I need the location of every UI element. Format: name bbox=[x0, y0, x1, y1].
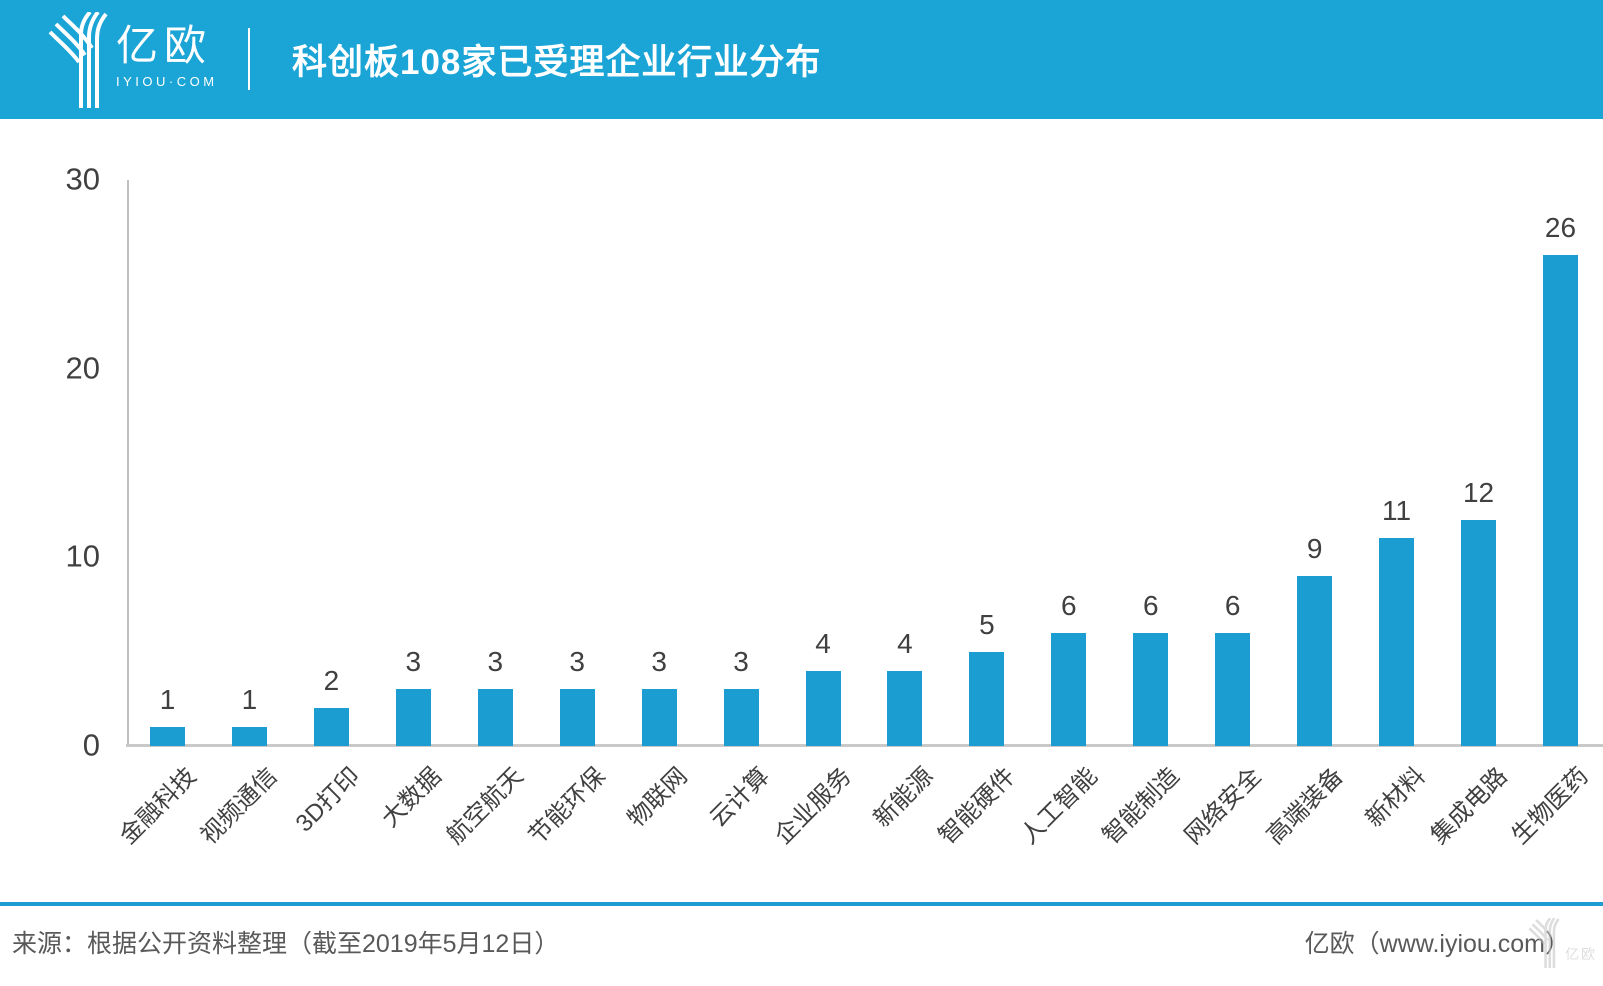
bar-新能源 bbox=[887, 671, 923, 746]
page-title: 科创板108家已受理企业行业分布 bbox=[292, 43, 822, 82]
x-tick-label: 大数据 bbox=[377, 762, 448, 833]
x-tick-label: 3D打印 bbox=[290, 762, 366, 838]
bar-value-label: 3 bbox=[405, 646, 422, 677]
source-note: 来源：根据公开资料整理（截至2019年5月12日） bbox=[12, 930, 560, 958]
bar-value-label: 5 bbox=[979, 609, 995, 640]
x-tick-label: 新材料 bbox=[1360, 762, 1431, 833]
bar-视频通信 bbox=[231, 727, 267, 746]
bar-人工智能 bbox=[1051, 633, 1087, 746]
x-tick-label: 航空航天 bbox=[441, 762, 529, 850]
x-tick-label: 金融科技 bbox=[114, 762, 202, 850]
bar-网络安全 bbox=[1215, 633, 1251, 746]
header-bar: 亿欧 IYIOU·COM 科创板108家已受理企业行业分布 bbox=[0, 0, 1603, 119]
brand-name: 亿欧 bbox=[116, 22, 213, 69]
bar-大数据 bbox=[395, 689, 431, 746]
y-tick-label: 10 bbox=[65, 538, 100, 574]
bar-value-label: 3 bbox=[487, 646, 504, 677]
x-tick-label: 网络安全 bbox=[1179, 762, 1267, 850]
x-tick-label: 视频通信 bbox=[196, 762, 284, 850]
bar-value-label: 2 bbox=[323, 665, 340, 696]
bar-物联网 bbox=[641, 689, 677, 746]
bar-集成电路 bbox=[1461, 520, 1497, 746]
bar-节能环保 bbox=[559, 689, 595, 746]
bar-value-label: 1 bbox=[241, 684, 258, 715]
x-axis-line bbox=[126, 744, 1603, 747]
bar-智能制造 bbox=[1133, 633, 1169, 746]
bar-value-label: 3 bbox=[569, 646, 585, 677]
x-tick-label: 企业服务 bbox=[769, 762, 857, 850]
bar-value-label: 26 bbox=[1544, 212, 1577, 243]
bar-云计算 bbox=[723, 689, 759, 746]
bar-value-label: 6 bbox=[1142, 590, 1159, 621]
watermark: 亿欧 bbox=[1527, 918, 1597, 968]
iyiou-logo-icon bbox=[48, 12, 108, 108]
bar-value-label: 3 bbox=[651, 646, 667, 677]
brand-block: 亿欧 IYIOU·COM bbox=[116, 22, 218, 90]
x-tick-label: 新能源 bbox=[868, 762, 939, 833]
x-tick-label: 生物医药 bbox=[1507, 762, 1595, 850]
bar-value-label: 11 bbox=[1382, 495, 1412, 526]
x-tick-label: 高端装备 bbox=[1261, 762, 1349, 850]
bar-金融科技 bbox=[150, 727, 185, 746]
bar-3D打印 bbox=[313, 708, 349, 746]
x-tick-label: 节能环保 bbox=[523, 762, 611, 850]
footer-divider bbox=[0, 902, 1603, 906]
bar-value-label: 3 bbox=[733, 646, 749, 677]
x-tick-label: 智能制造 bbox=[1097, 762, 1185, 850]
y-tick-label: 30 bbox=[65, 161, 100, 197]
brand-domain: IYIOU·COM bbox=[116, 74, 218, 89]
header-divider bbox=[248, 28, 250, 90]
bar-高端装备 bbox=[1297, 576, 1333, 746]
bar-企业服务 bbox=[805, 671, 841, 746]
bar-value-label: 1 bbox=[159, 684, 176, 715]
bar-智能硬件 bbox=[969, 652, 1005, 746]
watermark-logo-icon bbox=[1528, 918, 1560, 968]
watermark-label: 亿欧 bbox=[1565, 946, 1597, 962]
bar-生物医药 bbox=[1542, 255, 1578, 746]
y-tick-label: 0 bbox=[82, 727, 100, 763]
y-tick-label: 20 bbox=[65, 350, 100, 386]
bar-value-label: 12 bbox=[1462, 477, 1495, 508]
credit-link: 亿欧（www.iyiou.com） bbox=[1304, 930, 1570, 958]
y-axis-line bbox=[127, 180, 129, 746]
bar-value-label: 9 bbox=[1306, 533, 1323, 564]
bar-value-label: 4 bbox=[815, 628, 831, 659]
bar-航空航天 bbox=[477, 689, 513, 746]
x-tick-label: 云计算 bbox=[704, 762, 775, 833]
bar-value-label: 4 bbox=[897, 628, 913, 659]
bar-value-label: 6 bbox=[1061, 590, 1077, 621]
x-tick-label: 智能硬件 bbox=[933, 762, 1021, 850]
x-tick-label: 物联网 bbox=[622, 762, 693, 833]
bar-chart: 0 10 20 30 1 金融科技 1 视频通信 2 3D打印 3 大数据 3 航空航天 3 节能环保 3 物联网… bbox=[0, 119, 1603, 902]
x-tick-label: 人工智能 bbox=[1015, 762, 1103, 850]
bar-新材料 bbox=[1379, 538, 1415, 746]
x-tick-label: 集成电路 bbox=[1425, 762, 1513, 850]
bar-value-label: 6 bbox=[1224, 590, 1241, 621]
